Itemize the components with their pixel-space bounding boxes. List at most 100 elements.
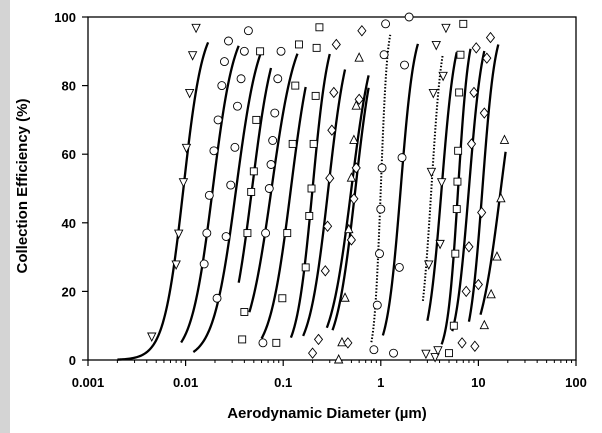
data-point-square bbox=[256, 47, 265, 56]
efficiency-curve bbox=[370, 34, 392, 343]
data-point-square bbox=[311, 91, 320, 100]
data-point-diamond bbox=[327, 124, 337, 136]
data-point-square bbox=[291, 81, 300, 90]
data-point-circle bbox=[230, 142, 240, 152]
efficiency-curve bbox=[180, 45, 240, 344]
data-point-triangle-down bbox=[430, 353, 440, 363]
data-point-circle bbox=[400, 60, 409, 70]
data-point-triangle-down bbox=[428, 89, 439, 99]
data-point-triangle-up bbox=[337, 336, 347, 347]
data-point-triangle-down bbox=[426, 167, 437, 178]
data-point-circle bbox=[199, 259, 209, 269]
x-tick-label: 100 bbox=[565, 375, 587, 390]
curves bbox=[117, 34, 507, 361]
data-point-diamond bbox=[461, 285, 471, 298]
data-point-diamond bbox=[473, 278, 483, 291]
data-point-square bbox=[312, 43, 321, 52]
data-point-triangle-up bbox=[351, 100, 361, 110]
data-point-circle bbox=[404, 12, 414, 22]
data-point-circle bbox=[379, 50, 389, 60]
data-point-square bbox=[315, 23, 324, 32]
data-point-square bbox=[305, 211, 314, 220]
data-point-circle bbox=[394, 262, 404, 272]
efficiency-curve bbox=[467, 44, 500, 322]
data-point-diamond bbox=[343, 337, 353, 349]
data-point-circle bbox=[377, 163, 387, 173]
x-tick-label: 1 bbox=[377, 375, 384, 390]
data-point-triangle-down bbox=[441, 23, 451, 34]
data-point-square bbox=[445, 349, 453, 358]
data-point-diamond bbox=[485, 31, 496, 44]
data-point-diamond bbox=[482, 52, 492, 64]
data-point-diamond bbox=[457, 337, 467, 349]
data-point-circle bbox=[273, 74, 283, 84]
data-point-diamond bbox=[469, 86, 479, 99]
efficiency-curve bbox=[289, 53, 331, 339]
data-point-circle bbox=[236, 74, 246, 84]
data-point-triangle-down bbox=[178, 178, 189, 188]
data-point-triangle-down bbox=[173, 229, 184, 240]
y-tick-label: 80 bbox=[62, 79, 76, 94]
data-point-triangle-down bbox=[181, 143, 192, 154]
data-point-circle bbox=[261, 228, 271, 238]
data-point-square bbox=[283, 229, 292, 238]
data-point-circle bbox=[204, 190, 214, 200]
data-point-triangle-up bbox=[349, 134, 359, 144]
efficiency-curve bbox=[381, 43, 420, 336]
data-point-square bbox=[452, 205, 461, 214]
data-point-circle bbox=[224, 36, 233, 46]
left-edge-bar bbox=[0, 0, 10, 433]
data-point-diamond bbox=[464, 241, 474, 253]
data-point-circle bbox=[389, 348, 398, 358]
data-point-circle bbox=[369, 345, 379, 355]
data-point-square bbox=[307, 184, 316, 193]
efficiency-curve bbox=[302, 69, 347, 337]
data-point-triangle-up bbox=[344, 223, 354, 234]
data-point-triangle-down bbox=[435, 239, 445, 250]
markers bbox=[147, 12, 510, 364]
data-point-circle bbox=[221, 232, 231, 241]
data-point-triangle-down bbox=[424, 260, 434, 270]
x-tick-label: 10 bbox=[471, 375, 485, 390]
data-point-diamond bbox=[323, 220, 333, 232]
x-axis-label: Aerodynamic Diameter (µm) bbox=[227, 405, 427, 422]
data-point-square bbox=[247, 187, 256, 196]
data-point-square bbox=[294, 40, 303, 49]
data-point-triangle-down bbox=[436, 178, 447, 188]
data-point-diamond bbox=[479, 107, 489, 119]
data-point-square bbox=[456, 50, 465, 59]
data-point-diamond bbox=[346, 234, 356, 246]
y-tick-label: 100 bbox=[54, 10, 76, 25]
data-point-diamond bbox=[357, 24, 367, 37]
data-point-triangle-down bbox=[187, 51, 198, 61]
data-point-square bbox=[455, 88, 464, 97]
efficiency-curve bbox=[248, 53, 299, 313]
y-axis-label: Collection Efficiency (%) bbox=[14, 98, 31, 273]
efficiency-curve bbox=[325, 75, 370, 329]
data-point-circle bbox=[217, 81, 227, 91]
data-point-circle bbox=[243, 26, 253, 36]
data-point-diamond bbox=[477, 206, 487, 219]
data-point-circle bbox=[397, 153, 407, 163]
data-point-circle bbox=[276, 46, 286, 56]
x-tick-label: 0.1 bbox=[274, 375, 292, 390]
data-point-triangle-down bbox=[184, 89, 195, 99]
data-point-square bbox=[238, 335, 247, 344]
data-point-circle bbox=[219, 57, 229, 67]
data-point-triangle-down bbox=[438, 71, 448, 82]
y-tick-label: 20 bbox=[62, 284, 76, 299]
efficiency-curve bbox=[451, 50, 486, 332]
data-point-square bbox=[272, 338, 281, 347]
data-point-diamond bbox=[349, 193, 359, 205]
data-point-square bbox=[453, 177, 462, 186]
data-point-diamond bbox=[320, 265, 330, 277]
data-point-square bbox=[301, 263, 310, 272]
efficiency-curve bbox=[117, 41, 210, 361]
data-point-triangle-up bbox=[340, 292, 350, 302]
data-point-diamond bbox=[471, 42, 481, 54]
data-point-triangle-up bbox=[333, 353, 344, 364]
data-point-diamond bbox=[354, 93, 364, 106]
data-point-circle bbox=[212, 293, 222, 303]
efficiency-curve bbox=[192, 50, 263, 353]
